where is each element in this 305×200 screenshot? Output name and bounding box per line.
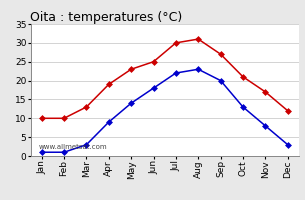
Text: Oita : temperatures (°C): Oita : temperatures (°C) [30,11,183,24]
Text: www.allmetsat.com: www.allmetsat.com [38,144,107,150]
